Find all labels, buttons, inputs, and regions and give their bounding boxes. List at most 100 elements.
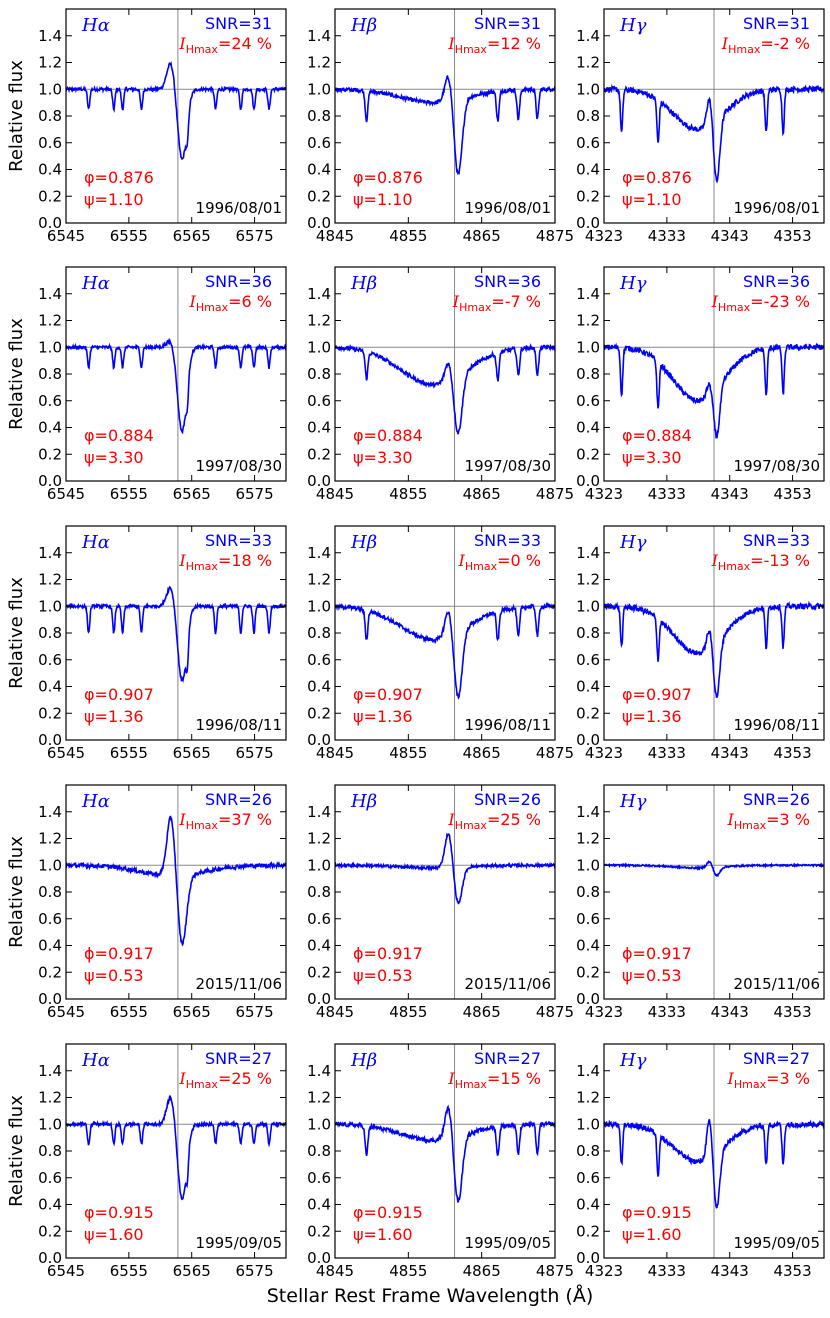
x-tick-label: 6545 <box>47 744 85 762</box>
x-tick-label: 4343 <box>711 744 749 762</box>
imax-value: =3 % <box>766 810 810 829</box>
x-tick-label: 6555 <box>110 1003 148 1021</box>
y-tick-label: 0.0 <box>38 1249 62 1267</box>
date-label: 2015/11/06 <box>734 975 820 993</box>
y-tick-label: 0.6 <box>307 651 331 669</box>
y-tick-label: 1.4 <box>38 27 62 45</box>
y-tick-label: 1.2 <box>576 312 600 330</box>
y-tick-label: 0.8 <box>38 365 62 383</box>
panel-2-1: 0.0 0.2 0.4 0.6 0.8 1.0 1.2 1.4 6545 6555 6565 6575… <box>38 266 287 503</box>
x-tick-label: 4865 <box>463 1003 501 1021</box>
y-tick-label: 0.6 <box>38 910 62 928</box>
x-tick-label: 4875 <box>536 1262 574 1280</box>
y-tick-label: 0.2 <box>38 187 62 205</box>
y-tick-label: 1.2 <box>38 830 62 848</box>
y-tick-label: 0.0 <box>576 472 600 490</box>
psi-label: ψ=0.53 <box>353 966 413 985</box>
y-tick-label: 1.0 <box>307 338 331 356</box>
y-tick-label: 0.0 <box>38 731 62 749</box>
x-tick-label: 6545 <box>47 1003 85 1021</box>
x-tick-label: 4865 <box>463 744 501 762</box>
line-name: Hγ <box>619 15 647 36</box>
y-tick-label: 0.4 <box>307 161 331 179</box>
date-label: 1996/08/11 <box>196 716 282 734</box>
imax-value: =12 % <box>487 34 541 53</box>
spectrum-line <box>66 585 286 684</box>
x-tick-label: 4845 <box>316 485 354 503</box>
y-tick-label: 0.6 <box>307 392 331 410</box>
imax-label: IHmax=37 % <box>178 810 272 832</box>
y-tick-label: 0.8 <box>307 365 331 383</box>
psi-label: ψ=1.10 <box>84 190 144 209</box>
y-axis-label: Relative flux <box>6 836 27 948</box>
phase-label: φ=0.884 <box>622 426 692 445</box>
y-tick-label: 1.2 <box>307 54 331 72</box>
imax-subscript: Hmax <box>718 560 751 573</box>
x-tick-label: 4323 <box>585 1262 623 1280</box>
x-tick-label: 6565 <box>173 485 211 503</box>
y-tick-label: 1.4 <box>307 285 331 303</box>
imax-label: IHmax=-2 % <box>721 34 810 56</box>
panel-2-2: 0.0 0.2 0.4 0.6 0.8 1.0 1.2 1.4 4845 4855 4865 4875… <box>307 266 574 503</box>
date-label: 1996/08/01 <box>465 199 551 217</box>
y-tick-label: 0.8 <box>38 107 62 125</box>
imax-subscript: Hmax <box>718 301 751 314</box>
y-tick-label: 1.0 <box>38 1115 62 1133</box>
imax-value: =15 % <box>487 1069 541 1088</box>
x-tick-label: 4875 <box>536 485 574 503</box>
phase-label: φ=0.876 <box>622 168 692 187</box>
imax-subscript: Hmax <box>734 819 767 832</box>
y-tick-label: 0.2 <box>576 1222 600 1240</box>
spectrum-line <box>66 337 286 435</box>
x-tick-label: 4353 <box>773 227 811 245</box>
y-tick-label: 1.4 <box>576 544 600 562</box>
y-tick-label: 0.2 <box>576 963 600 981</box>
y-tick-label: 1.4 <box>576 1062 600 1080</box>
x-tick-label: 4865 <box>463 485 501 503</box>
y-tick-label: 1.2 <box>576 54 600 72</box>
imax-value: =24 % <box>218 34 272 53</box>
imax-label: IHmax=-7 % <box>452 292 541 314</box>
imax-label: IHmax=0 % <box>458 551 541 573</box>
spectrum-line <box>335 343 555 435</box>
snr-label: SNR=27 <box>743 1049 810 1068</box>
line-name: Hβ <box>350 273 377 294</box>
imax-symbol: I <box>189 292 197 311</box>
y-tick-label: 1.4 <box>576 803 600 821</box>
y-tick-label: 0.6 <box>576 134 600 152</box>
x-tick-label: 4875 <box>536 227 574 245</box>
y-tick-label: 0.6 <box>38 651 62 669</box>
imax-value: =3 % <box>766 1069 810 1088</box>
x-tick-label: 4353 <box>773 485 811 503</box>
date-label: 1997/08/30 <box>734 457 820 475</box>
date-label: 1997/08/30 <box>196 457 282 475</box>
date-label: 1996/08/11 <box>465 716 551 734</box>
y-tick-label: 1.0 <box>307 80 331 98</box>
imax-symbol: I <box>447 1069 455 1088</box>
imax-label: IHmax=3 % <box>727 810 810 832</box>
imax-symbol: I <box>711 292 719 311</box>
imax-value: =25 % <box>487 810 541 829</box>
x-tick-label: 4343 <box>711 1262 749 1280</box>
x-tick-label: 4353 <box>773 1262 811 1280</box>
y-tick-label: 0.8 <box>576 365 600 383</box>
spectrum-line <box>604 600 824 698</box>
y-tick-label: 0.8 <box>576 883 600 901</box>
imax-subscript: Hmax <box>186 560 219 573</box>
y-tick-label: 0.8 <box>38 883 62 901</box>
y-tick-label: 0.6 <box>38 1169 62 1187</box>
panel-3-1: 0.0 0.2 0.4 0.6 0.8 1.0 1.2 1.4 6545 6555 6565 6575… <box>38 525 287 762</box>
imax-symbol: I <box>727 1069 735 1088</box>
line-name: Hα <box>81 1050 110 1071</box>
imax-subscript: Hmax <box>728 43 761 56</box>
y-tick-label: 1.4 <box>307 803 331 821</box>
panel-4-1: 0.0 0.2 0.4 0.6 0.8 1.0 1.2 1.4 6545 6555 6565 6575… <box>38 784 287 1021</box>
snr-label: SNR=33 <box>474 531 541 550</box>
y-tick-label: 0.2 <box>307 963 331 981</box>
x-tick-label: 6555 <box>110 744 148 762</box>
y-tick-label: 0.6 <box>576 651 600 669</box>
phase-label: φ=0.907 <box>353 685 423 704</box>
y-tick-label: 0.0 <box>576 990 600 1008</box>
panel-5-3: 0.0 0.2 0.4 0.6 0.8 1.0 1.2 1.4 4323 4333 4343 4353… <box>576 1043 825 1280</box>
